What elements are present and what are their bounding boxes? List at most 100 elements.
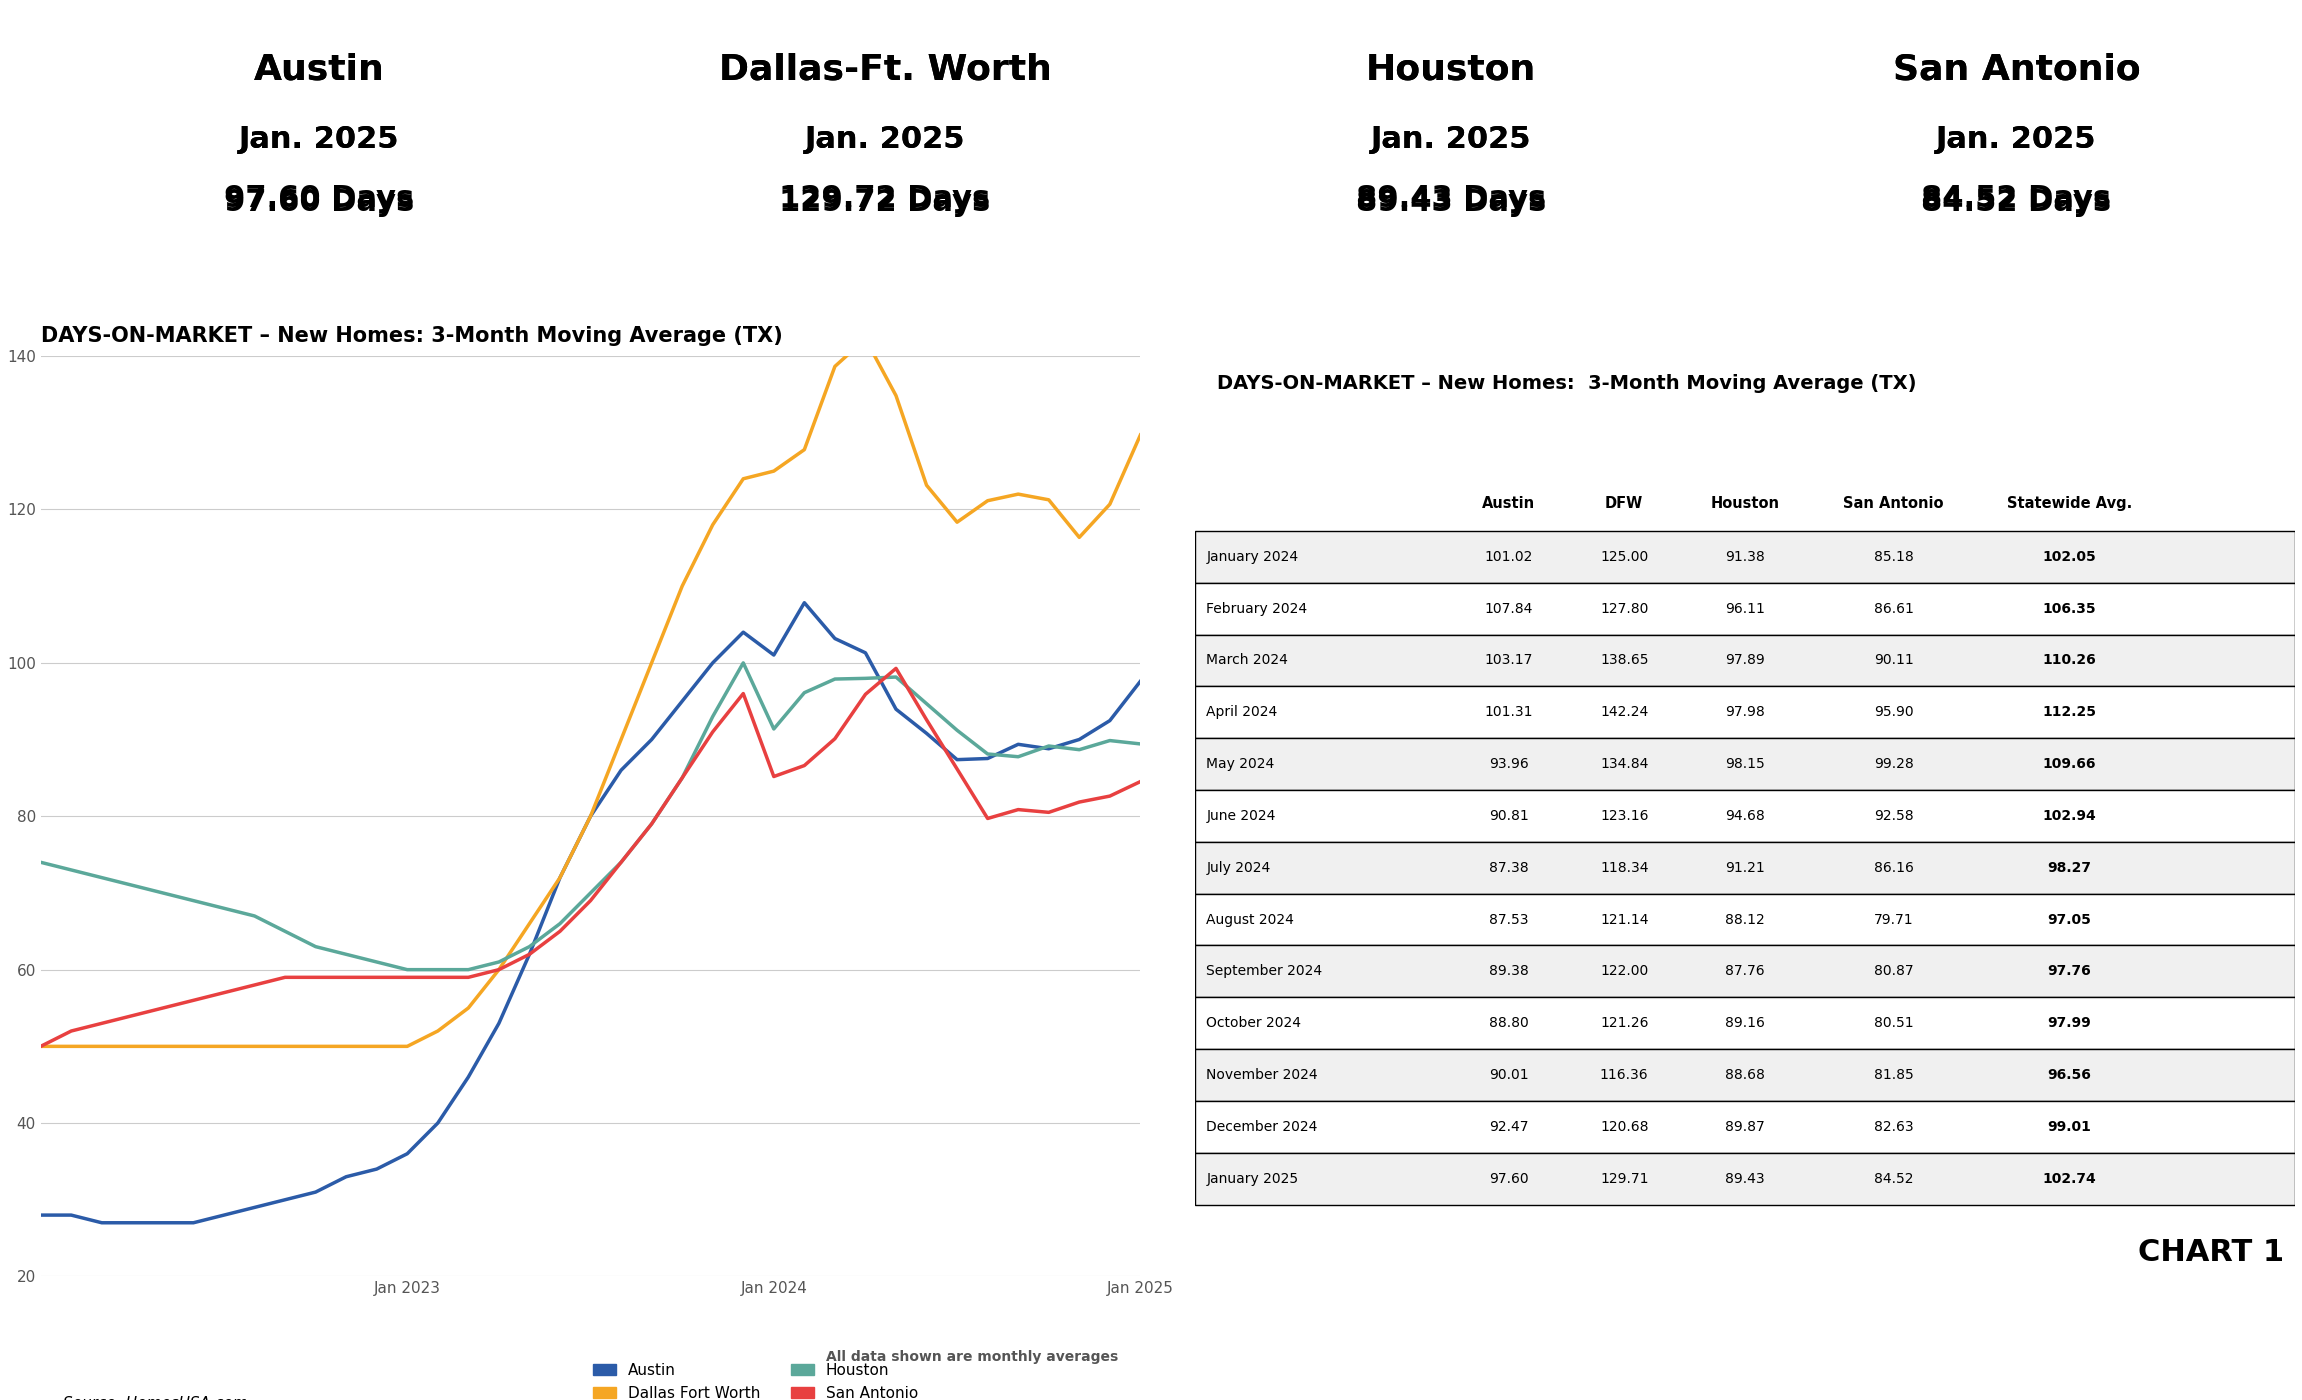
Text: 99.01: 99.01: [2049, 1120, 2093, 1134]
Text: 97.60: 97.60: [1489, 1172, 1529, 1186]
Text: May 2024: May 2024: [1206, 757, 1275, 771]
Text: Jan. 2025: Jan. 2025: [806, 125, 965, 154]
Text: 95.90: 95.90: [1874, 706, 1913, 720]
Text: 101.31: 101.31: [1485, 706, 1533, 720]
Text: August 2024: August 2024: [1206, 913, 1294, 927]
Text: 125.00: 125.00: [1600, 550, 1648, 564]
FancyBboxPatch shape: [1195, 531, 2295, 582]
Text: 82.63: 82.63: [1874, 1120, 1913, 1134]
Polygon shape: [269, 241, 371, 321]
Text: 79.71: 79.71: [1874, 913, 1913, 927]
Text: 89.38: 89.38: [1489, 965, 1529, 979]
FancyBboxPatch shape: [1195, 686, 2295, 738]
Text: 87.53: 87.53: [1489, 913, 1529, 927]
Polygon shape: [1400, 265, 1501, 346]
Text: January 2024: January 2024: [1206, 550, 1298, 564]
Text: 97.98: 97.98: [1724, 706, 1766, 720]
Text: 123.16: 123.16: [1600, 809, 1648, 823]
FancyBboxPatch shape: [1195, 841, 2295, 893]
Text: 129.72 Days: 129.72 Days: [780, 188, 990, 217]
Text: Source: HomesUSA.com: Source: HomesUSA.com: [62, 1396, 246, 1400]
Text: CHART 1: CHART 1: [2139, 1238, 2284, 1267]
Text: 87.38: 87.38: [1489, 861, 1529, 875]
Text: July 2024: July 2024: [1206, 861, 1271, 875]
Text: 91.21: 91.21: [1724, 861, 1766, 875]
Text: June 2024: June 2024: [1206, 809, 1275, 823]
Text: DAYS-ON-MARKET – New Homes: 3-Month Moving Average (TX): DAYS-ON-MARKET – New Homes: 3-Month Movi…: [41, 326, 783, 346]
Text: February 2024: February 2024: [1206, 602, 1308, 616]
Legend: Austin, Dallas Fort Worth, Houston, San Antonio: Austin, Dallas Fort Worth, Houston, San …: [587, 1357, 925, 1400]
Text: 103.17: 103.17: [1485, 654, 1533, 668]
Text: 97.05: 97.05: [2049, 913, 2093, 927]
Text: San Antonio: San Antonio: [1892, 53, 2141, 87]
Text: 88.68: 88.68: [1724, 1068, 1766, 1082]
FancyBboxPatch shape: [1195, 1049, 2295, 1100]
Text: 96.56: 96.56: [2049, 1068, 2093, 1082]
Text: Austin: Austin: [253, 53, 384, 87]
Text: 118.34: 118.34: [1600, 861, 1648, 875]
Text: Houston: Houston: [1365, 53, 1535, 87]
Text: 129.72 Days: 129.72 Days: [780, 185, 990, 213]
Text: Dallas-Ft. Worth: Dallas-Ft. Worth: [718, 53, 1052, 87]
Text: 110.26: 110.26: [2042, 654, 2097, 668]
Polygon shape: [265, 241, 375, 321]
Polygon shape: [1395, 265, 1506, 346]
Text: 89.43 Days: 89.43 Days: [1356, 188, 1547, 217]
Text: March 2024: March 2024: [1206, 654, 1289, 668]
Text: 90.01: 90.01: [1489, 1068, 1529, 1082]
Text: Jan. 2025: Jan. 2025: [1936, 125, 2097, 154]
Text: 97.76: 97.76: [2049, 965, 2093, 979]
Text: Statewide Avg.: Statewide Avg.: [2007, 496, 2132, 511]
Text: All data shown are monthly averages: All data shown are monthly averages: [826, 1350, 1119, 1364]
FancyBboxPatch shape: [1195, 1152, 2295, 1204]
Text: 101.02: 101.02: [1485, 550, 1533, 564]
Polygon shape: [1966, 241, 2067, 321]
Text: 93.96: 93.96: [1489, 757, 1529, 771]
Text: 87.76: 87.76: [1726, 965, 1766, 979]
Text: 116.36: 116.36: [1600, 1068, 1648, 1082]
Text: 90.81: 90.81: [1489, 809, 1529, 823]
FancyBboxPatch shape: [1195, 997, 2295, 1049]
Text: 98.15: 98.15: [1724, 757, 1766, 771]
Text: 89.43 Days: 89.43 Days: [1356, 185, 1547, 213]
Text: 120.68: 120.68: [1600, 1120, 1648, 1134]
Text: 127.80: 127.80: [1600, 602, 1648, 616]
Text: 86.61: 86.61: [1874, 602, 1913, 616]
Text: 81.85: 81.85: [1874, 1068, 1913, 1082]
Text: 109.66: 109.66: [2042, 757, 2097, 771]
Text: 91.38: 91.38: [1724, 550, 1766, 564]
Text: 88.80: 88.80: [1489, 1016, 1529, 1030]
Text: Dallas-Ft. Worth: Dallas-Ft. Worth: [718, 53, 1052, 87]
Text: Houston: Houston: [1365, 53, 1535, 87]
Text: Jan. 2025: Jan. 2025: [1370, 125, 1531, 154]
Text: 88.12: 88.12: [1724, 913, 1766, 927]
Text: 84.52 Days: 84.52 Days: [1922, 188, 2111, 217]
Text: December 2024: December 2024: [1206, 1120, 1317, 1134]
Text: 121.26: 121.26: [1600, 1016, 1648, 1030]
Text: 112.25: 112.25: [2042, 706, 2097, 720]
Text: October 2024: October 2024: [1206, 1016, 1301, 1030]
Text: San Antonio: San Antonio: [1892, 53, 2141, 87]
Text: 138.65: 138.65: [1600, 654, 1648, 668]
Text: 102.74: 102.74: [2042, 1172, 2097, 1186]
Polygon shape: [829, 241, 942, 321]
Text: Houston: Houston: [1710, 496, 1779, 511]
Text: 107.84: 107.84: [1485, 602, 1533, 616]
Text: 80.51: 80.51: [1874, 1016, 1913, 1030]
Text: 94.68: 94.68: [1724, 809, 1766, 823]
Text: 84.52: 84.52: [1874, 1172, 1913, 1186]
Text: Jan. 2025: Jan. 2025: [1936, 125, 2097, 154]
Text: 89.43: 89.43: [1726, 1172, 1766, 1186]
Text: 90.11: 90.11: [1874, 654, 1913, 668]
Text: 86.16: 86.16: [1874, 861, 1913, 875]
Text: DAYS-ON-MARKET – New Homes:  3-Month Moving Average (TX): DAYS-ON-MARKET – New Homes: 3-Month Movi…: [1218, 374, 1918, 393]
Text: 134.84: 134.84: [1600, 757, 1648, 771]
Text: 129.71: 129.71: [1600, 1172, 1648, 1186]
Text: 85.18: 85.18: [1874, 550, 1913, 564]
Text: 80.87: 80.87: [1874, 965, 1913, 979]
FancyBboxPatch shape: [1195, 893, 2295, 945]
Text: 102.94: 102.94: [2042, 809, 2097, 823]
FancyBboxPatch shape: [1195, 945, 2295, 997]
Text: 142.24: 142.24: [1600, 706, 1648, 720]
Text: 97.60 Days: 97.60 Days: [223, 188, 414, 217]
